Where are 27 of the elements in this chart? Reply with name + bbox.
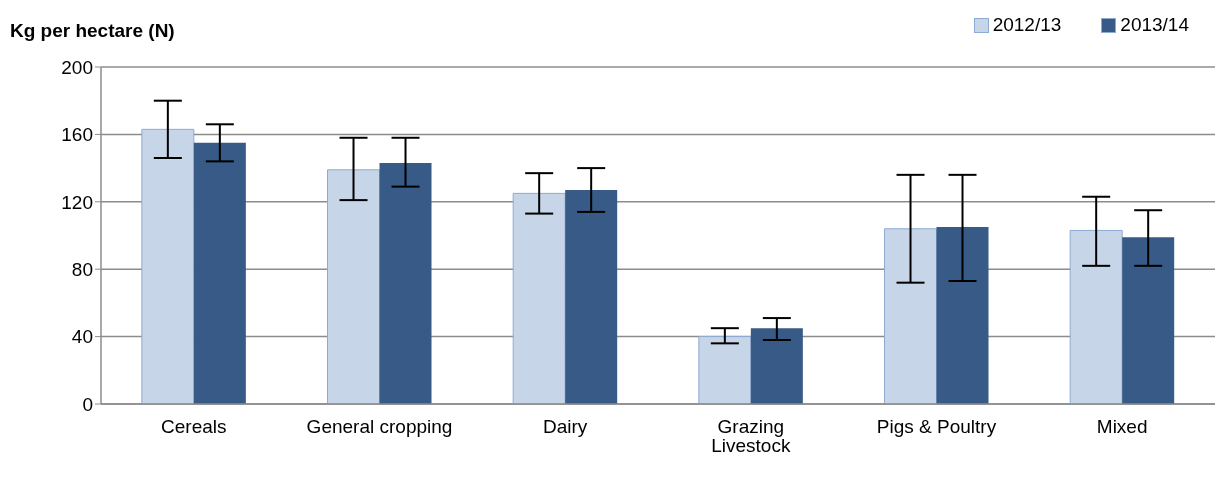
y-tick-label: 0 xyxy=(82,393,93,415)
bar xyxy=(1122,237,1175,404)
bar xyxy=(193,142,246,404)
y-tick-label: 200 xyxy=(61,56,93,78)
y-tick-label: 160 xyxy=(61,124,93,146)
bar xyxy=(698,336,752,404)
bar xyxy=(327,169,381,404)
bar xyxy=(141,128,195,404)
bar xyxy=(1069,229,1123,404)
x-tick-label: Pigs & Poultry xyxy=(876,416,997,438)
y-tick-label: 80 xyxy=(71,258,93,280)
bar xyxy=(379,163,432,404)
bar xyxy=(936,227,989,404)
x-tick-label: Dairy xyxy=(542,416,588,438)
x-tick-label: Cereals xyxy=(161,416,227,438)
x-tick-label: Grazing Livestock xyxy=(711,416,791,457)
y-tick-label: 40 xyxy=(71,326,93,348)
x-tick-label: Mixed xyxy=(1096,416,1148,438)
y-axis-title: Kg per hectare (N) xyxy=(10,20,175,42)
bar xyxy=(884,228,938,404)
x-tick-label: General cropping xyxy=(306,416,453,438)
bar xyxy=(750,328,803,404)
bar xyxy=(512,192,566,404)
bar xyxy=(565,190,618,404)
legend-label: 2012/13 xyxy=(992,14,1062,36)
legend-label: 2013/14 xyxy=(1120,14,1189,36)
y-tick-label: 120 xyxy=(61,191,93,213)
